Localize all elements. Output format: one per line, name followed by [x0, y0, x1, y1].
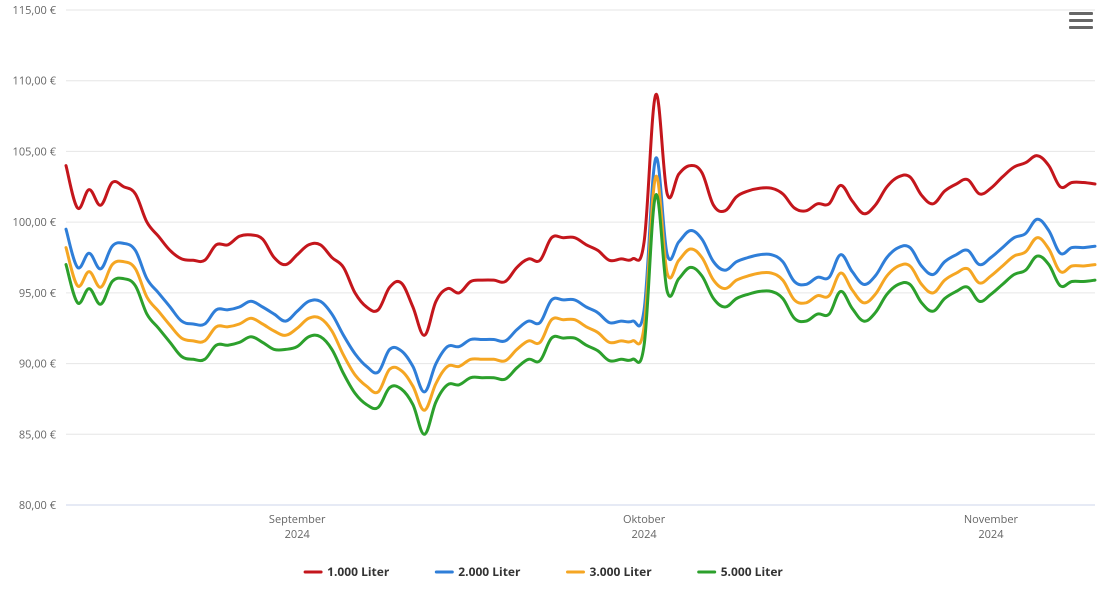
series-1.000-liter[interactable]: [66, 94, 1095, 335]
y-tick-label: 115,00 €: [13, 3, 57, 18]
series-5.000-liter[interactable]: [66, 195, 1095, 435]
x-tick-label: 2024: [978, 527, 1004, 542]
y-tick-label: 80,00 €: [19, 498, 57, 513]
y-tick-label: 85,00 €: [19, 427, 57, 442]
x-tick-label: Oktober: [623, 512, 666, 527]
y-tick-label: 95,00 €: [19, 286, 57, 301]
x-tick-label: 2024: [285, 527, 311, 542]
x-tick-label: 2024: [632, 527, 658, 542]
series-2.000-liter[interactable]: [66, 158, 1095, 392]
legend-label: 2.000 Liter: [458, 563, 521, 580]
legend-label: 5.000 Liter: [721, 563, 784, 580]
legend-item[interactable]: 5.000 Liter: [699, 563, 784, 580]
legend-item[interactable]: 3.000 Liter: [568, 563, 653, 580]
y-tick-label: 105,00 €: [13, 144, 57, 159]
x-tick-label: November: [964, 512, 1019, 527]
legend-item[interactable]: 2.000 Liter: [436, 563, 521, 580]
legend-item[interactable]: 1.000 Liter: [305, 563, 390, 580]
price-chart: 80,00 € 85,00 € 90,00 € 95,00 € 100,00 € 105,…: [0, 0, 1105, 602]
chart-svg: 80,00 € 85,00 € 90,00 € 95,00 € 100,00 € 105,…: [0, 0, 1105, 602]
y-tick-label: 90,00 €: [19, 357, 57, 372]
legend-label: 1.000 Liter: [327, 563, 390, 580]
y-tick-label: 110,00 €: [13, 74, 57, 89]
x-tick-label: September: [269, 512, 326, 527]
legend-label: 3.000 Liter: [590, 563, 653, 580]
y-tick-label: 100,00 €: [13, 215, 57, 230]
chart-menu-button[interactable]: [1069, 8, 1093, 32]
